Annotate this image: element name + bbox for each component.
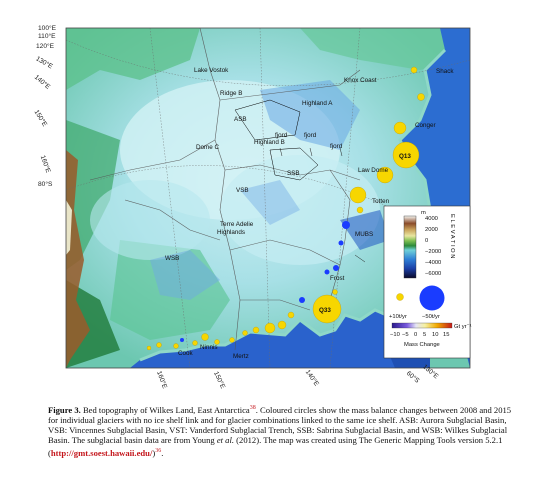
caption-ref-38[interactable]: 38 bbox=[249, 405, 256, 411]
tick-140e: 140°E bbox=[33, 73, 52, 91]
tick-160e: 160°E bbox=[39, 154, 53, 174]
graticule bbox=[66, 28, 470, 368]
tick-100e: 100°E bbox=[38, 24, 57, 32]
label-law-dome: Law Dome bbox=[358, 167, 389, 174]
bed-topography-map: Lake Vostok Ridge B ASB Highland A Knox … bbox=[33, 24, 472, 390]
label-terre-adelie: Terre Adelie bbox=[220, 221, 254, 228]
label-frost: Frost bbox=[330, 275, 345, 282]
loss-circle-key bbox=[419, 285, 445, 311]
legend: m 4000 2000 0 −2000 −4000 −6000 ELEVATIO… bbox=[383, 205, 472, 359]
mass-tick-m10: −10 bbox=[390, 332, 400, 338]
caption-ref-36[interactable]: 36 bbox=[155, 447, 162, 454]
label-q33: Q33 bbox=[319, 307, 331, 314]
figure-map: Lake Vostok Ridge B ASB Highland A Knox … bbox=[33, 24, 472, 390]
mass-tick-15: 15 bbox=[443, 332, 449, 338]
map-body bbox=[66, 28, 470, 368]
mass-scale-unit: Gt yr⁻¹ bbox=[454, 324, 472, 330]
elevation-colorbar bbox=[403, 215, 417, 279]
basin-outlines bbox=[234, 99, 319, 181]
tick-bottom-150e: 150°E bbox=[212, 370, 227, 390]
label-ssb: SSB bbox=[287, 170, 300, 177]
caption-end: . bbox=[161, 447, 164, 458]
elev-tick-m2000: −2000 bbox=[425, 249, 441, 255]
legend-unit: m bbox=[421, 210, 426, 216]
mass-tick-5: 5 bbox=[423, 332, 426, 338]
tick-130e: 130°E bbox=[35, 55, 55, 71]
label-mertz: Mertz bbox=[233, 353, 249, 360]
mass-tick-0: 0 bbox=[414, 332, 417, 338]
label-fjord-3: fjord bbox=[330, 143, 343, 150]
mass-tick-10: 10 bbox=[432, 332, 438, 338]
caption-body-1: . Coloured circles show the mass balance… bbox=[48, 404, 512, 446]
caption-title: Bed topography of Wilkes Land, East Anta… bbox=[82, 404, 250, 415]
gmt-link[interactable]: http://gmt.soest.hawaii.edu/ bbox=[50, 447, 153, 458]
mass-change-title: Mass Change bbox=[404, 342, 440, 348]
label-wsb: WSB bbox=[165, 255, 179, 262]
label-highland-b: Highland B bbox=[254, 139, 285, 146]
label-knox-coast: Knox Coast bbox=[344, 77, 377, 84]
mass-tick-m5: −5 bbox=[402, 332, 409, 338]
tick-bottom-60s: 60°S bbox=[405, 369, 422, 385]
gain-label: +10t/yr bbox=[389, 314, 407, 320]
label-fjord-1: fjord bbox=[275, 132, 288, 139]
elev-tick-2000: 2000 bbox=[425, 227, 438, 233]
figure-caption: Figure 3. Bed topography of Wilkes Land,… bbox=[48, 403, 518, 458]
caption-body-3: ) bbox=[152, 447, 156, 458]
label-shack: Shack bbox=[436, 68, 454, 75]
label-vsb: VSB bbox=[236, 187, 249, 194]
label-q13: Q13 bbox=[399, 153, 411, 160]
elev-tick-4000: 4000 bbox=[425, 216, 438, 222]
elevation-title: ELEVATION bbox=[449, 214, 455, 260]
loss-label: −50t/yr bbox=[422, 314, 440, 320]
label-totten: Totten bbox=[372, 198, 390, 205]
elev-tick-m6000: −6000 bbox=[425, 271, 441, 277]
flow-arrows bbox=[279, 147, 366, 263]
label-asb: ASB bbox=[234, 116, 247, 123]
elev-tick-m4000: −4000 bbox=[425, 260, 441, 266]
tick-bottom-160e: 160°E bbox=[155, 370, 169, 390]
label-highland-a: Highland A bbox=[302, 100, 333, 107]
label-dome-c: Dome C bbox=[196, 144, 220, 151]
label-ninnis: Ninnis bbox=[200, 344, 218, 351]
label-cook: Cook bbox=[178, 350, 194, 357]
tick-120e: 120°E bbox=[36, 42, 55, 50]
drainage-divides bbox=[89, 28, 361, 351]
mass-change-colorbar bbox=[391, 322, 453, 329]
mass-change-circles bbox=[146, 66, 425, 351]
tick-110e: 110°E bbox=[38, 32, 56, 40]
caption-body-2: (2012). The map was created using The Ge… bbox=[48, 435, 503, 458]
caption-etal: et al. bbox=[216, 435, 235, 446]
label-mubs: MUBS bbox=[355, 231, 373, 238]
elev-tick-0: 0 bbox=[425, 238, 428, 244]
label-lake-vostok: Lake Vostok bbox=[194, 67, 229, 74]
tick-bottom-140e: 140°E bbox=[304, 368, 321, 388]
tick-80s: 80°S bbox=[38, 180, 53, 188]
label-terre-adelie-highlands: Highlands bbox=[217, 229, 245, 236]
label-fjord-2: fjord bbox=[304, 132, 317, 139]
label-conger: Conger bbox=[415, 122, 436, 129]
caption-label: Figure 3. bbox=[48, 404, 81, 415]
label-ridge-b: Ridge B bbox=[220, 90, 242, 97]
gain-circle-key bbox=[396, 293, 404, 301]
tick-150e: 150°E bbox=[33, 108, 50, 128]
